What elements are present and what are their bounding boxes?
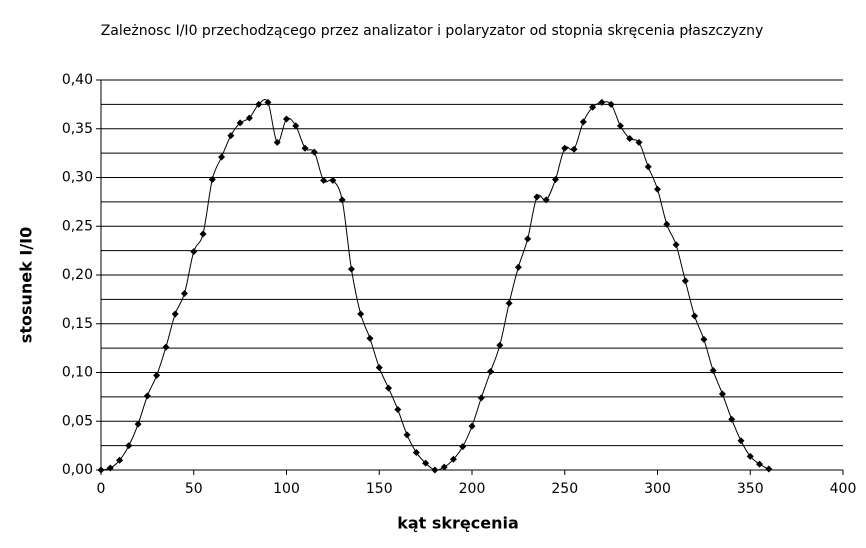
y-tick-label: 0,05 xyxy=(62,413,93,429)
data-point xyxy=(459,443,467,451)
data-point xyxy=(292,122,300,130)
data-point xyxy=(468,422,476,430)
data-point xyxy=(180,290,188,298)
data-point xyxy=(449,455,457,463)
data-point xyxy=(718,390,726,398)
x-tick-label: 150 xyxy=(366,481,393,497)
data-point xyxy=(616,122,624,130)
data-point xyxy=(756,460,764,468)
y-tick-label: 0,10 xyxy=(62,365,93,381)
y-tick-label: 0,20 xyxy=(62,267,93,283)
x-tick-label: 50 xyxy=(185,481,203,497)
y-tick-label: 0,35 xyxy=(62,121,93,137)
data-point xyxy=(162,343,170,351)
data-point xyxy=(208,175,216,183)
data-point xyxy=(273,138,281,146)
data-point xyxy=(663,220,671,228)
data-point xyxy=(320,176,328,184)
data-point xyxy=(357,310,365,318)
data-point xyxy=(487,368,495,376)
data-point xyxy=(97,466,105,474)
x-tick-label: 100 xyxy=(273,481,300,497)
data-point xyxy=(514,263,522,271)
data-point xyxy=(607,100,615,108)
data-point xyxy=(579,118,587,126)
data-point xyxy=(551,175,559,183)
data-point xyxy=(134,420,142,428)
data-point xyxy=(255,100,263,108)
data-point xyxy=(310,148,318,156)
data-point xyxy=(347,265,355,273)
data-point xyxy=(542,196,550,204)
data-point xyxy=(245,114,253,122)
data-point xyxy=(524,235,532,243)
data-point xyxy=(533,193,541,201)
data-point xyxy=(598,98,606,106)
data-point xyxy=(737,437,745,445)
data-point xyxy=(329,176,337,184)
data-point xyxy=(672,241,680,249)
y-tick-label: 0,15 xyxy=(62,316,93,332)
data-point xyxy=(765,465,773,473)
data-point xyxy=(301,144,309,152)
y-tick-label: 0,30 xyxy=(62,170,93,186)
x-tick-label: 250 xyxy=(551,481,578,497)
data-point xyxy=(626,135,634,142)
data-point xyxy=(589,103,597,111)
data-point xyxy=(570,145,578,153)
data-point xyxy=(440,463,448,471)
data-point xyxy=(700,335,708,343)
x-axis-label: kąt skręcenia xyxy=(397,514,519,533)
data-point xyxy=(125,442,133,450)
data-point xyxy=(385,384,393,392)
x-tick-label: 0 xyxy=(97,481,106,497)
data-point xyxy=(561,144,569,152)
data-point xyxy=(218,153,226,161)
data-point xyxy=(366,334,374,342)
data-point xyxy=(505,299,513,307)
data-point xyxy=(431,466,439,474)
data-point xyxy=(190,248,198,256)
data-point xyxy=(403,431,411,439)
data-point xyxy=(227,132,235,140)
data-point xyxy=(691,312,699,320)
y-tick-label: 0,00 xyxy=(62,462,93,478)
y-axis-label: stosunek I/I0 xyxy=(17,227,36,343)
data-point xyxy=(728,415,736,423)
chart-title: Zależnosc I/I0 przechodzącego przez anal… xyxy=(101,23,764,39)
y-tick-label: 0,40 xyxy=(62,72,93,88)
data-line xyxy=(100,99,770,471)
data-point xyxy=(635,138,643,146)
data-point xyxy=(477,394,485,402)
data-point xyxy=(153,371,161,379)
data-point xyxy=(681,277,689,285)
data-point xyxy=(283,115,290,123)
data-point xyxy=(264,98,272,106)
x-tick-label: 300 xyxy=(644,481,671,497)
data-point xyxy=(746,452,754,460)
data-point xyxy=(106,464,114,472)
data-point xyxy=(412,448,420,456)
data-point xyxy=(394,406,402,414)
data-point xyxy=(143,392,151,400)
data-point xyxy=(422,459,430,467)
data-point xyxy=(116,456,124,464)
x-tick-label: 400 xyxy=(830,481,857,497)
data-point xyxy=(709,367,717,375)
data-point xyxy=(236,119,244,127)
data-point xyxy=(338,196,346,204)
data-point xyxy=(644,163,652,171)
data-point xyxy=(199,230,207,238)
y-tick-label: 0,25 xyxy=(62,218,93,234)
data-point xyxy=(171,310,179,318)
x-tick-label: 350 xyxy=(737,481,764,497)
x-tick-label: 200 xyxy=(459,481,486,497)
data-point xyxy=(375,364,383,372)
data-point xyxy=(496,341,504,349)
data-point xyxy=(654,185,661,193)
